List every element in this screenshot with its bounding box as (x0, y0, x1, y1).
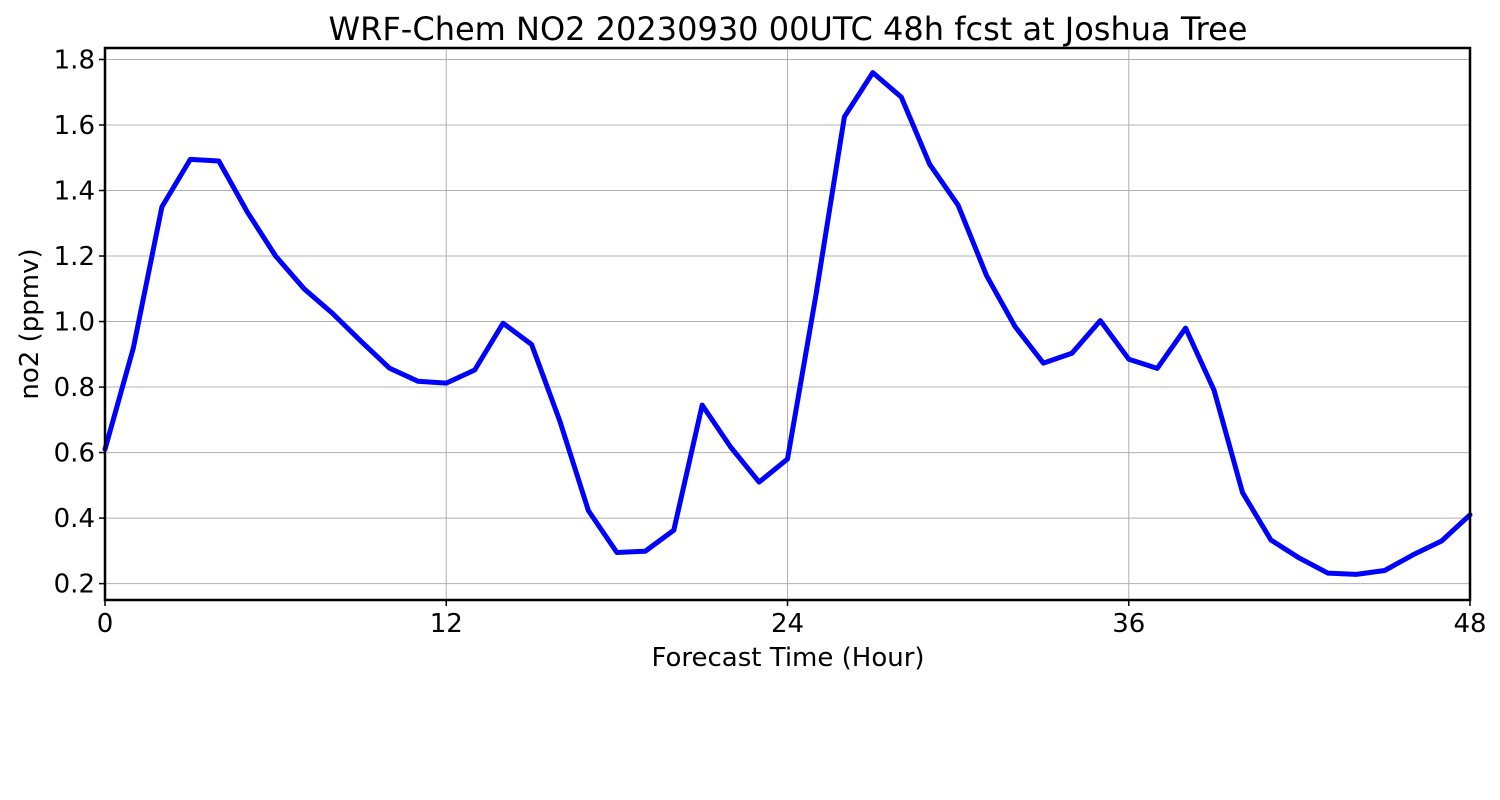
y-tick-label: 0.2 (54, 570, 95, 600)
x-axis-label: Forecast Time (Hour) (651, 643, 924, 673)
y-axis-ticks: 0.2 0.4 0.6 0.8 1.0 1.2 1.4 1.6 1.8 (54, 45, 105, 600)
x-tick-label: 0 (97, 609, 114, 639)
y-tick-label: 0.8 (54, 373, 95, 403)
y-tick-label: 1.6 (54, 111, 95, 141)
x-axis-ticks: 0 12 24 36 48 (97, 600, 1487, 639)
x-tick-label: 36 (1112, 609, 1145, 639)
y-tick-label: 1.4 (54, 177, 95, 207)
plot-frame (103, 46, 1472, 602)
x-tick-label: 24 (771, 609, 804, 639)
chart-title: WRF-Chem NO2 20230930 00UTC 48h fcst at … (329, 10, 1248, 48)
y-tick-label: 1.2 (54, 242, 95, 272)
x-tick-label: 12 (430, 609, 463, 639)
no2-series-line (102, 70, 1473, 577)
y-axis-label: no2 (ppmv) (15, 248, 45, 399)
y-tick-label: 0.6 (54, 439, 95, 469)
y-tick-label: 0.4 (54, 504, 95, 534)
y-tick-label: 1.0 (54, 308, 95, 338)
x-tick-label: 48 (1453, 609, 1486, 639)
grid-lines (104, 48, 1471, 600)
y-tick-label: 1.8 (54, 45, 95, 75)
